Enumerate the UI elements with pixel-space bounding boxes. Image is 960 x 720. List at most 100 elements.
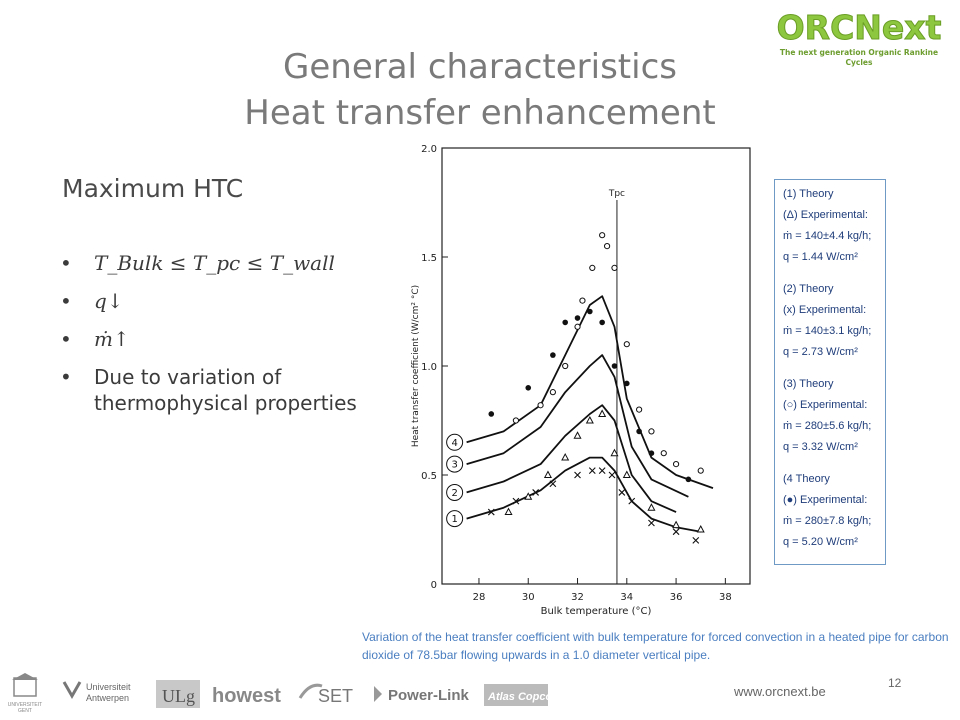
logo-name: ORCNext — [776, 8, 942, 48]
ugent-text: UNIVERSITEIT — [8, 702, 42, 708]
svg-text:Atlas Copco: Atlas Copco — [487, 691, 552, 703]
bullet-dot: • — [60, 251, 72, 275]
bullet-heat-flux: • q↓ — [60, 288, 390, 314]
open-circle-point — [623, 341, 630, 348]
x-tick-label: 36 — [670, 592, 683, 603]
website-url[interactable]: www.orcnext.be — [734, 684, 826, 699]
open-circle-point — [603, 243, 611, 250]
y-tick-label: 1.0 — [421, 362, 437, 373]
cross-point — [512, 497, 520, 505]
cross-point — [618, 489, 626, 496]
legend-line: (●) Experimental: — [783, 494, 868, 506]
slide-title: General characteristics Heat transfer en… — [230, 44, 730, 136]
cross-point — [608, 471, 616, 479]
uantwerpen-logo: Universiteit Antwerpen — [62, 681, 131, 703]
svg-text:GENT: GENT — [18, 708, 32, 714]
open-circle-point — [562, 362, 569, 370]
powerlink-logo: Power-Link — [374, 686, 470, 704]
open-circle-point — [549, 389, 556, 396]
chart-legend-box: (1) Theory (Δ) Experimental: ṁ = 140±4.4… — [774, 179, 886, 565]
legend-line: (Δ) Experimental: — [783, 209, 868, 221]
triangle-point — [672, 520, 681, 529]
series-line-1 — [466, 456, 701, 533]
triangle-point — [543, 470, 552, 478]
bullet-text: Due to variation of thermophysical prope… — [94, 365, 357, 415]
x-tick-label: 32 — [571, 592, 584, 603]
triangle-point — [524, 492, 533, 500]
legend-line: q = 1.44 W/cm² — [783, 251, 858, 263]
x-tick-label: 30 — [522, 592, 535, 603]
howest-logo: howest — [212, 685, 281, 707]
cross-point — [628, 497, 636, 505]
filled-circle-point — [525, 385, 532, 391]
triangle-point — [647, 503, 656, 511]
legend-line: ṁ = 140±3.1 kg/h; — [783, 325, 872, 337]
legend-line: (○) Experimental: — [783, 399, 868, 411]
open-circle-point — [589, 264, 596, 271]
filled-circle-point — [611, 363, 618, 369]
triangle-point — [696, 524, 705, 533]
filled-circle-point — [587, 308, 593, 315]
svg-text:Antwerpen: Antwerpen — [86, 693, 129, 703]
cross-point — [672, 528, 680, 536]
filled-circle-point — [599, 319, 605, 326]
series-line-4 — [466, 295, 714, 489]
bullet-text: T_Bulk ≤ T_pc ≤ T_wall — [94, 251, 335, 275]
legend-line: q = 3.32 W/cm² — [783, 441, 858, 453]
filled-circle-point — [550, 352, 556, 358]
open-circle-point — [611, 264, 618, 271]
y-tick-label: 1.5 — [421, 253, 437, 264]
svg-text:Universiteit: Universiteit — [86, 682, 131, 692]
open-circle-point — [599, 232, 606, 239]
series-label: 1 — [451, 514, 457, 525]
series-label-circle — [446, 433, 464, 451]
legend-line: ṁ = 280±5.6 kg/h; — [783, 420, 872, 432]
series-line-2 — [466, 404, 677, 513]
page-number: 12 — [888, 676, 902, 690]
triangle-point — [622, 470, 631, 478]
logo-tagline: The next generation Organic Rankine Cycl… — [779, 48, 939, 67]
y-tick-label: 0.5 — [421, 471, 437, 482]
triangle-point — [561, 452, 570, 461]
legend-line: q = 5.20 W/cm² — [783, 536, 858, 548]
legend-group-3: (3) Theory (○) Experimental: ṁ = 280±5.6… — [783, 374, 885, 458]
filled-circle-point — [488, 411, 495, 417]
bullet-mass-flow: • ṁ↑ — [60, 326, 390, 352]
y-tick-label: 2.0 — [421, 144, 437, 155]
partner-logos: UNIVERSITEIT GENT Universiteit Antwerpen… — [8, 673, 552, 714]
triangle-point — [610, 448, 619, 457]
cross-point — [648, 519, 655, 527]
series-line-3 — [466, 354, 689, 498]
set-logo: SET — [298, 683, 353, 706]
figure-caption: Variation of the heat transfer coefficie… — [362, 630, 949, 662]
legend-line: (4 Theory — [783, 473, 830, 485]
svg-text:howest: howest — [212, 685, 281, 707]
legend-line: ṁ = 280±7.8 kg/h; — [783, 515, 872, 527]
open-circle-point — [574, 323, 581, 330]
bullet-text: ṁ↑ — [94, 327, 130, 351]
x-tick-label: 34 — [620, 592, 633, 603]
open-circle-point — [672, 461, 680, 468]
svg-text:Power-Link: Power-Link — [388, 687, 470, 704]
bullet-text: q↓ — [94, 289, 124, 313]
legend-group-4: (4 Theory (●) Experimental: ṁ = 280±7.8 … — [783, 469, 885, 553]
bullet-property-variation: • Due to variation of thermophysical pro… — [60, 364, 390, 416]
x-axis-label: Bulk temperature (°C) — [541, 606, 652, 616]
cross-point — [487, 508, 495, 516]
legend-group-2: (2) Theory (x) Experimental: ṁ = 140±3.1… — [783, 279, 885, 363]
triangle-point — [598, 409, 607, 417]
atlascopco-logo: Atlas Copco — [484, 684, 552, 706]
legend-line: (x) Experimental: — [783, 304, 867, 316]
cross-point — [574, 471, 581, 479]
triangle-point — [573, 431, 582, 439]
series-label: 3 — [451, 460, 457, 471]
y-tick-label: 0 — [431, 580, 437, 591]
bullet-dot: • — [60, 289, 72, 313]
series-label: 4 — [451, 438, 457, 449]
ulg-logo: ULg — [156, 680, 200, 708]
filled-circle-point — [624, 380, 630, 387]
filled-circle-point — [574, 315, 581, 321]
bullet-list: • T_Bulk ≤ T_pc ≤ T_wall • q↓ • ṁ↑ • Due… — [60, 250, 390, 428]
bullet-temperature-condition: • T_Bulk ≤ T_pc ≤ T_wall — [60, 250, 390, 276]
cross-point — [692, 537, 700, 544]
